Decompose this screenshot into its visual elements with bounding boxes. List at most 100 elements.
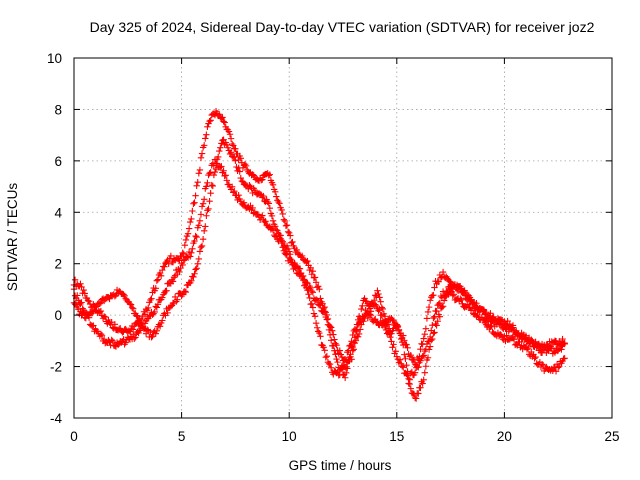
data-point [102, 313, 109, 321]
data-point [359, 302, 366, 310]
data-point [291, 259, 298, 267]
data-point [440, 297, 448, 304]
data-point [528, 336, 535, 343]
data-point [216, 147, 223, 155]
data-point [97, 307, 105, 315]
data-point [199, 200, 207, 207]
data-point [317, 295, 324, 302]
data-point [360, 318, 367, 325]
data-point [149, 332, 156, 340]
data-point [228, 140, 236, 148]
data-point [298, 252, 306, 260]
data-point [316, 329, 323, 337]
data-point [96, 308, 104, 316]
data-point [176, 268, 183, 276]
data-point [217, 163, 224, 171]
data-point [506, 320, 513, 328]
data-point [538, 361, 546, 368]
data-point [372, 292, 379, 299]
data-point [424, 308, 432, 316]
data-point [306, 294, 313, 302]
data-point [156, 323, 164, 330]
data-point [220, 118, 227, 125]
data-point [509, 334, 517, 342]
data-point [420, 376, 427, 383]
series-track-c [70, 136, 568, 402]
data-point [417, 384, 424, 391]
data-point [153, 327, 161, 335]
data-point [220, 167, 227, 175]
data-point [430, 314, 437, 322]
data-point [198, 242, 206, 250]
data-point [236, 168, 243, 175]
data-point [193, 233, 200, 241]
data-point [133, 312, 140, 319]
data-point [179, 249, 186, 257]
data-point [400, 341, 407, 349]
x-axis-title: GPS time / hours [289, 458, 392, 473]
data-point [222, 172, 229, 179]
plot-border [73, 57, 613, 419]
data-point [431, 329, 438, 336]
data-point [217, 144, 224, 151]
data-point [175, 255, 182, 263]
data-point [324, 315, 332, 323]
data-point [281, 217, 289, 225]
data-point [127, 301, 135, 308]
data-point [364, 308, 371, 315]
data-point [531, 355, 538, 362]
data-point [154, 276, 162, 283]
data-point [286, 248, 293, 255]
data-point [187, 218, 194, 226]
data-point [227, 149, 235, 156]
data-point [419, 353, 426, 360]
data-point [424, 354, 432, 361]
data-point [204, 207, 211, 214]
tick-labels: 0 5 10 15 20 25 -4 -2 0 2 4 6 8 10 [47, 51, 620, 444]
data-point [240, 199, 248, 206]
data-point [329, 327, 336, 334]
data-point [154, 301, 162, 308]
data-point [561, 355, 568, 362]
data-point [129, 305, 137, 312]
data-point [194, 260, 201, 267]
data-point [433, 308, 440, 315]
data-point [431, 313, 438, 320]
data-point [430, 291, 437, 299]
data-point [224, 144, 232, 151]
data-point [206, 117, 213, 125]
data-point [375, 307, 382, 314]
data-point [327, 364, 335, 372]
data-point [317, 302, 324, 309]
data-point [433, 322, 440, 329]
data-point [548, 344, 555, 352]
x-tick-label: 5 [178, 429, 186, 444]
data-point [146, 312, 153, 320]
data-point [121, 292, 128, 300]
data-point [97, 299, 105, 306]
data-point [431, 284, 438, 291]
data-point [523, 346, 531, 353]
data-point [296, 265, 304, 272]
data-point [197, 244, 205, 251]
data-point [361, 314, 368, 322]
data-point [192, 232, 199, 240]
data-point [210, 171, 218, 179]
data-point [449, 292, 456, 299]
data-point [390, 341, 397, 348]
data-point [352, 337, 360, 344]
data-point [284, 228, 292, 236]
data-point [286, 229, 293, 237]
data-point [196, 166, 204, 174]
data-point [420, 335, 427, 342]
data-point [114, 341, 122, 349]
data-point [151, 308, 158, 316]
data-point [345, 357, 352, 365]
data-point [316, 286, 323, 293]
data-point [189, 245, 196, 253]
data-point [131, 335, 138, 342]
data-point [207, 117, 214, 124]
data-point [272, 223, 279, 230]
data-point [100, 313, 108, 320]
data-point [106, 295, 113, 303]
